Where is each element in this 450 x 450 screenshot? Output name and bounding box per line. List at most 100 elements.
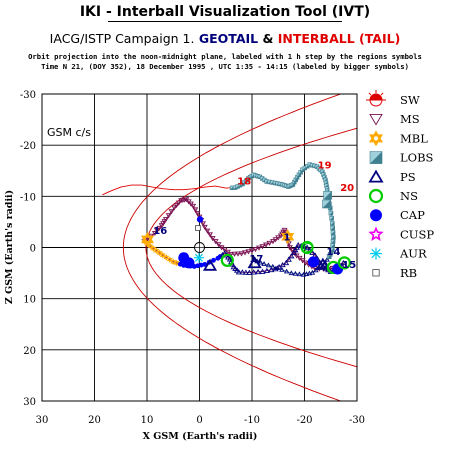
plot-mark	[268, 266, 275, 273]
y-tick-label: 0	[30, 244, 36, 255]
plot-mark	[170, 260, 177, 266]
plot-mark	[235, 251, 241, 257]
plot-mark	[170, 258, 177, 264]
legend: SW MS MBL LOBS PS NS CAP CUSP AUR RB	[366, 90, 434, 280]
plot-mark	[299, 258, 306, 264]
plot-mark	[200, 221, 206, 227]
geotail-ms-point	[175, 200, 182, 206]
tail-branch-point	[329, 216, 334, 221]
geotail-hour-label: 17	[249, 254, 263, 265]
y-tick-label: -20	[20, 141, 36, 152]
plot-mark	[313, 267, 319, 273]
geotail-hour-marker	[247, 256, 262, 269]
tail-branch-point	[330, 221, 335, 226]
geotail-hour-marker	[307, 256, 319, 268]
geotail-ms-point	[173, 202, 180, 209]
time-note: Time N 21, (DOY 352), 18 December 1995 ,…	[41, 62, 409, 71]
geotail-ms-point	[296, 255, 303, 261]
geotail-region-point	[255, 268, 262, 275]
plot-mark	[315, 257, 330, 270]
plot-mark	[250, 269, 257, 275]
plot-mark	[263, 242, 269, 248]
interball-hour-marker	[323, 191, 332, 200]
geotail-ms-point	[156, 225, 163, 231]
plot-mark	[330, 247, 335, 252]
tail-branch-point	[288, 270, 295, 276]
tail-branch-point	[257, 259, 264, 265]
plot-mark	[207, 232, 213, 238]
plot-mark	[380, 92, 384, 96]
tail-branch-point	[306, 270, 313, 276]
plot-mark	[204, 228, 211, 234]
plot-mark	[239, 269, 246, 275]
plot-mark	[298, 170, 303, 175]
tail-branch-point	[274, 265, 280, 271]
plot-mark	[173, 202, 180, 209]
plot-mark	[303, 271, 310, 276]
geotail-region-point	[173, 259, 180, 267]
plot-mark	[295, 241, 302, 248]
geotail-ms-point	[212, 239, 219, 245]
legend-item-aur: AUR	[370, 247, 427, 261]
legend-item-ps: PS	[368, 169, 416, 184]
plot-mark	[320, 262, 326, 268]
plot-mark	[293, 253, 300, 259]
geotail-ms-point	[231, 251, 238, 257]
geotail-ms-point	[286, 245, 293, 251]
plot-mark	[368, 92, 372, 96]
plot-mark	[247, 256, 262, 269]
plot-mark	[272, 237, 279, 243]
plot-mark	[286, 245, 293, 251]
legend-item-rb: RB	[372, 266, 417, 280]
plot-mark	[290, 249, 298, 255]
geotail-region-point	[295, 241, 302, 248]
plot-mark	[256, 245, 262, 251]
plot-mark	[368, 188, 384, 204]
geotail-ms-point	[293, 253, 300, 259]
axis-ticks: 30 20 10 0 -10 -20 -30 -30 -20 -10 0 10 20 30	[20, 90, 365, 426]
legend-label: AUR	[399, 247, 427, 261]
frame-label: GSM c/s	[47, 126, 91, 139]
geotail-hour-marker	[337, 256, 351, 270]
filled-circle-icon	[370, 209, 382, 222]
x-tick-label: -10	[244, 415, 260, 426]
geotail-region-point	[283, 259, 290, 266]
plot-mark	[183, 257, 195, 269]
geotail-ms-point	[201, 224, 208, 230]
y-tick-label: -30	[20, 90, 36, 101]
plot-mark	[283, 268, 290, 274]
tail-branch-point	[331, 234, 336, 240]
geotail-ms-point	[299, 258, 306, 264]
plot-mark	[141, 231, 155, 244]
plot-mark	[151, 230, 158, 237]
geotail-ms-point	[192, 207, 199, 213]
plot-mark	[190, 203, 197, 209]
tail-branch-point	[328, 210, 334, 216]
interball-hour-marker	[195, 225, 201, 231]
plot-mark	[307, 256, 319, 268]
plot-mark	[300, 167, 305, 172]
plot-mark	[285, 256, 292, 262]
plot-mark	[292, 270, 299, 276]
geotail-region-point	[225, 254, 232, 260]
plot-mark	[154, 228, 161, 234]
plot-mark	[306, 270, 313, 276]
interball-hour-marker	[196, 216, 204, 223]
tail-branch-point	[309, 269, 316, 275]
geotail-ms-point	[194, 211, 201, 217]
plot-mark	[242, 250, 248, 256]
plot-mark	[274, 265, 280, 271]
plot-mark	[255, 268, 262, 275]
geotail-hour-label: 16	[153, 226, 167, 237]
plot-mark	[293, 244, 300, 250]
legend-label: LOBS	[400, 151, 434, 165]
plot-mark	[249, 248, 255, 254]
plot-mark	[211, 257, 216, 263]
plot-mark	[192, 207, 199, 213]
plot-mark	[330, 221, 335, 226]
geotail-region-point	[246, 269, 253, 275]
tail-branch-point	[265, 262, 272, 268]
geotail-ms-point	[204, 228, 211, 234]
plot-mark	[296, 255, 303, 261]
legend-label: RB	[400, 266, 417, 280]
